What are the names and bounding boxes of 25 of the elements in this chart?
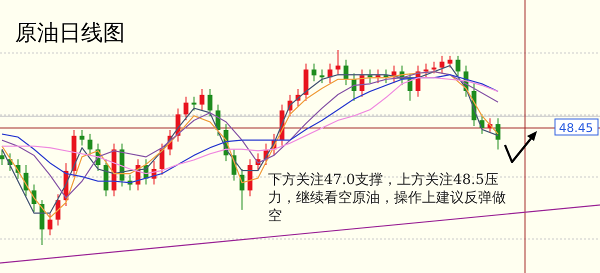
candlestick (440, 55, 444, 74)
candlestick (200, 88, 204, 111)
candlestick (336, 50, 340, 76)
candlestick (328, 63, 332, 84)
candlestick (312, 63, 316, 82)
candlestick (192, 96, 196, 111)
candlestick (88, 133, 92, 156)
candlestick (320, 69, 324, 84)
candlestick (48, 213, 52, 236)
candlestick (496, 118, 500, 150)
chart-title: 原油日线图 (15, 21, 125, 46)
candlestick (208, 88, 212, 117)
text: 48.45 (558, 121, 594, 135)
candlestick (448, 55, 452, 68)
candlestick (56, 194, 60, 226)
candlestick (432, 61, 436, 74)
candlestick (184, 96, 188, 121)
candlestick (408, 72, 412, 102)
candlestick (424, 63, 428, 78)
candlestick (160, 143, 164, 176)
candlestick (0, 148, 4, 166)
candlestick (456, 55, 460, 78)
annotation: 下方关注47.0支撑，上方关注48.5压力，继续看空原油，操作上建议反弹做空 (268, 171, 507, 225)
candlestick (24, 164, 28, 197)
candlestick (80, 129, 84, 146)
